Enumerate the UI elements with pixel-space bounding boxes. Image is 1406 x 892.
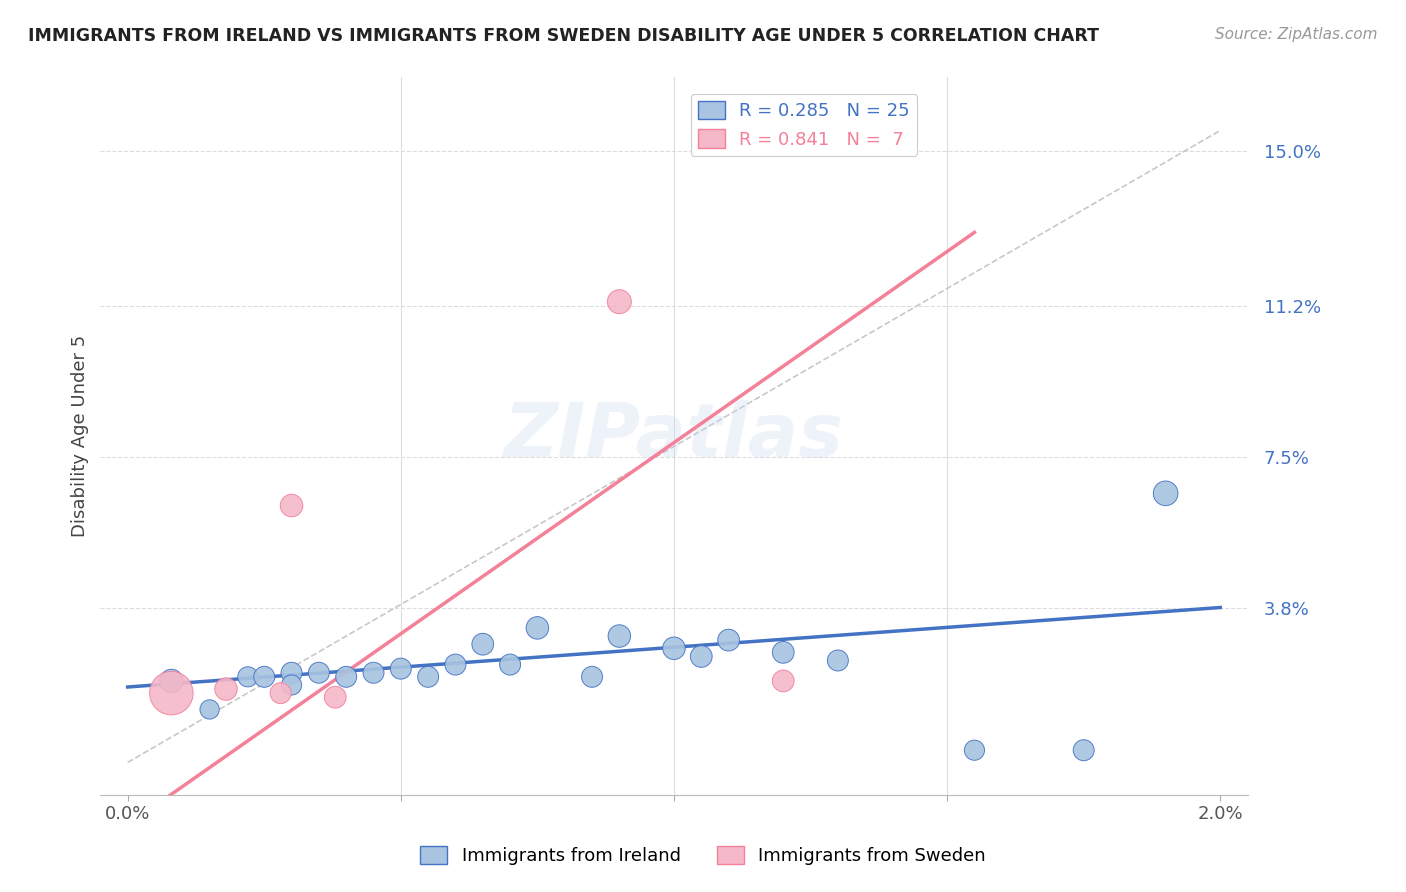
Point — [308, 665, 330, 680]
Point — [253, 670, 276, 684]
Point — [389, 662, 412, 676]
Text: ZIPatlas: ZIPatlas — [503, 400, 844, 473]
Point — [160, 686, 183, 700]
Point — [772, 673, 794, 688]
Text: Source: ZipAtlas.com: Source: ZipAtlas.com — [1215, 27, 1378, 42]
Point — [215, 681, 238, 696]
Point — [717, 633, 740, 648]
Point — [270, 686, 292, 700]
Point — [335, 670, 357, 684]
Point — [609, 629, 631, 643]
Point — [526, 621, 548, 635]
Point — [323, 690, 346, 705]
Point — [963, 743, 986, 757]
Y-axis label: Disability Age Under 5: Disability Age Under 5 — [72, 335, 89, 537]
Point — [280, 665, 302, 680]
Point — [280, 678, 302, 692]
Point — [499, 657, 522, 672]
Legend: R = 0.285   N = 25, R = 0.841   N =  7: R = 0.285 N = 25, R = 0.841 N = 7 — [690, 94, 917, 156]
Point — [827, 653, 849, 667]
Point — [418, 670, 440, 684]
Point — [772, 645, 794, 659]
Point — [471, 637, 494, 651]
Point — [363, 665, 385, 680]
Text: IMMIGRANTS FROM IRELAND VS IMMIGRANTS FROM SWEDEN DISABILITY AGE UNDER 5 CORRELA: IMMIGRANTS FROM IRELAND VS IMMIGRANTS FR… — [28, 27, 1099, 45]
Point — [160, 673, 183, 688]
Point — [690, 649, 713, 664]
Point — [236, 670, 259, 684]
Point — [662, 641, 685, 656]
Point — [198, 702, 221, 716]
Point — [444, 657, 467, 672]
Legend: Immigrants from Ireland, Immigrants from Sweden: Immigrants from Ireland, Immigrants from… — [413, 838, 993, 872]
Point — [1073, 743, 1095, 757]
Point — [581, 670, 603, 684]
Point — [1154, 486, 1177, 500]
Point — [609, 294, 631, 309]
Point — [280, 499, 302, 513]
